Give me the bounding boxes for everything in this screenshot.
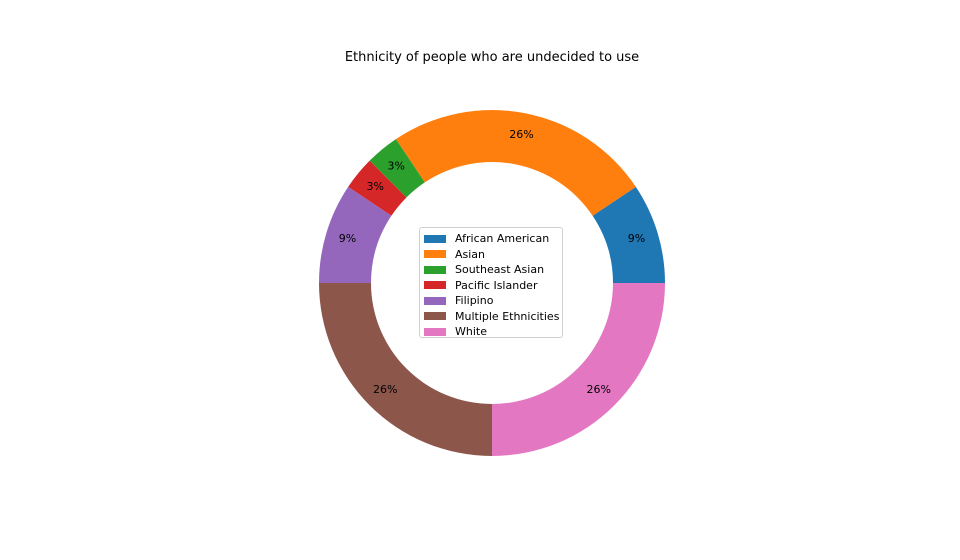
legend-swatch: [424, 296, 446, 305]
percent-label: 3%: [367, 180, 384, 193]
legend-item-multiple-ethnicities: Multiple Ethnicities: [424, 309, 562, 325]
legend-label: Pacific Islander: [455, 278, 538, 292]
legend-item-pacific-islander: Pacific Islander: [424, 278, 562, 294]
legend-swatch: [424, 327, 446, 336]
chart-legend: African American Asian Southeast Asian P…: [419, 227, 563, 338]
percent-label: 26%: [509, 128, 533, 141]
percent-label: 26%: [587, 383, 611, 396]
percent-label: 3%: [387, 159, 404, 172]
legend-swatch: [424, 265, 446, 274]
legend-item-african-american: African American: [424, 231, 562, 247]
legend-swatch: [424, 250, 446, 259]
legend-swatch: [424, 281, 446, 290]
slice-african-american: [592, 186, 665, 283]
legend-swatch: [424, 234, 446, 243]
slice-southeast-asian: [369, 139, 425, 198]
legend-swatch: [424, 312, 446, 321]
slice-pacific-islander: [348, 160, 407, 216]
legend-label: Asian: [455, 247, 486, 261]
legend-label: White: [455, 325, 487, 339]
legend-label: Filipino: [455, 294, 494, 308]
percent-label: 26%: [373, 383, 397, 396]
slice-multiple-ethnicities: [319, 283, 492, 456]
legend-label: Multiple Ethnicities: [455, 309, 560, 323]
slice-asian: [395, 110, 636, 216]
chart-title: Ethnicity of people who are undecided to…: [345, 50, 639, 65]
donut-slices: [319, 110, 665, 456]
legend-item-white: White: [424, 324, 562, 340]
legend-item-asian: Asian: [424, 247, 562, 263]
legend-label: Southeast Asian: [455, 263, 545, 277]
slice-white: [492, 283, 665, 456]
percent-labels: 9% 26% 3%3% 9% 26% 26%: [339, 128, 645, 396]
slice-filipino: [319, 186, 392, 283]
percent-label: 9%: [628, 232, 645, 245]
legend-item-filipino: Filipino: [424, 293, 562, 309]
legend-label: African American: [455, 232, 550, 246]
percent-label: 9%: [339, 232, 356, 245]
legend-item-southeast-asian: Southeast Asian: [424, 262, 562, 278]
